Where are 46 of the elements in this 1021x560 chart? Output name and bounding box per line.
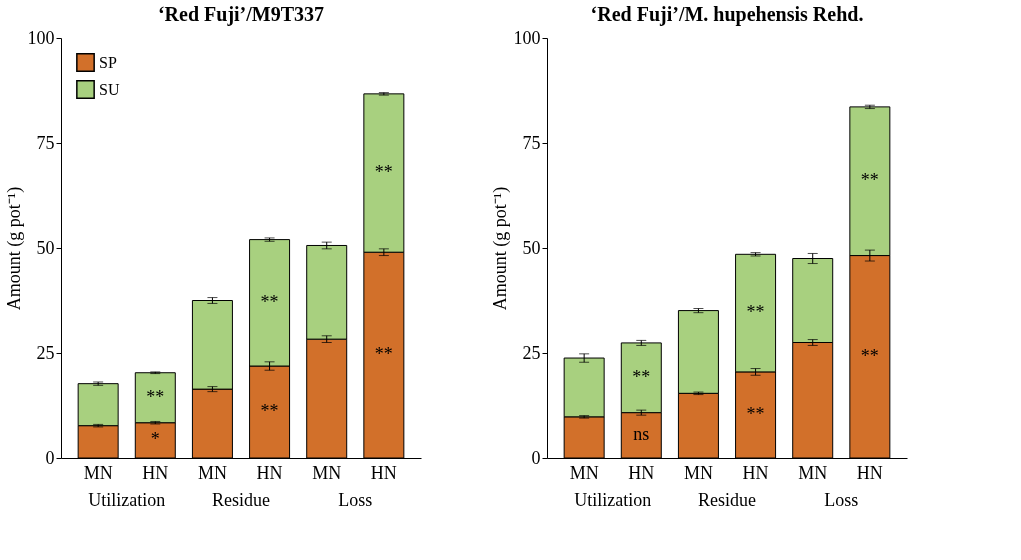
x-tick-label: MN (683, 462, 713, 483)
text: Utilization (88, 490, 166, 510)
y-tick-label: 0 (531, 447, 541, 468)
x-tick-label: HN (370, 462, 397, 483)
y-tick-label: 0 (45, 447, 55, 468)
y-tick-label: 75 (522, 132, 541, 153)
text: Residue (698, 490, 756, 510)
data-label: ** (374, 162, 393, 183)
text: Loss (824, 490, 859, 510)
x-tick-label: MN (83, 462, 113, 483)
x-tick-label: HN (856, 462, 883, 483)
text: Residue (212, 490, 270, 510)
y-tick-label: 25 (36, 342, 55, 363)
x-tick-label: HN (142, 462, 169, 483)
x-tick-label: HN (742, 462, 769, 483)
y-tick-label: 50 (36, 237, 55, 258)
x-tick-label: MN (798, 462, 828, 483)
y-axis-title: Amount (g pot⁻¹) (489, 186, 511, 311)
x-tick-label: HN (256, 462, 283, 483)
text: Utilization (574, 490, 652, 510)
data-label: ** (260, 401, 279, 422)
y-tick-label: 25 (522, 342, 541, 363)
x-tick-label: MN (312, 462, 342, 483)
data-label: ** (260, 291, 279, 312)
data-label: ns (633, 424, 650, 445)
data-label: * (150, 429, 160, 450)
data-label: ** (746, 302, 765, 323)
chart-title: ‘Red Fuji’/M. hupehensis Rehd. (590, 3, 864, 26)
x-tick-label: MN (569, 462, 599, 483)
x-tick-label: MN (197, 462, 227, 483)
x-tick-label: HN (628, 462, 655, 483)
y-tick-label: 75 (36, 132, 55, 153)
data-label: ** (632, 366, 651, 387)
y-tick-label: 100 (513, 27, 541, 48)
data-label: ** (860, 170, 879, 191)
y-tick-label: 100 (27, 27, 55, 48)
text: Loss (338, 490, 373, 510)
legend-label: SU (99, 80, 120, 98)
data-label: ** (860, 345, 879, 366)
legend-label: SP (99, 53, 117, 71)
data-label: ** (146, 386, 165, 407)
data-label: ** (374, 344, 393, 365)
y-axis-title: Amount (g pot⁻¹) (3, 186, 25, 311)
data-label: ** (746, 403, 765, 424)
y-tick-label: 50 (522, 237, 541, 258)
chart-title: ‘Red Fuji’/M9T337 (157, 3, 325, 26)
